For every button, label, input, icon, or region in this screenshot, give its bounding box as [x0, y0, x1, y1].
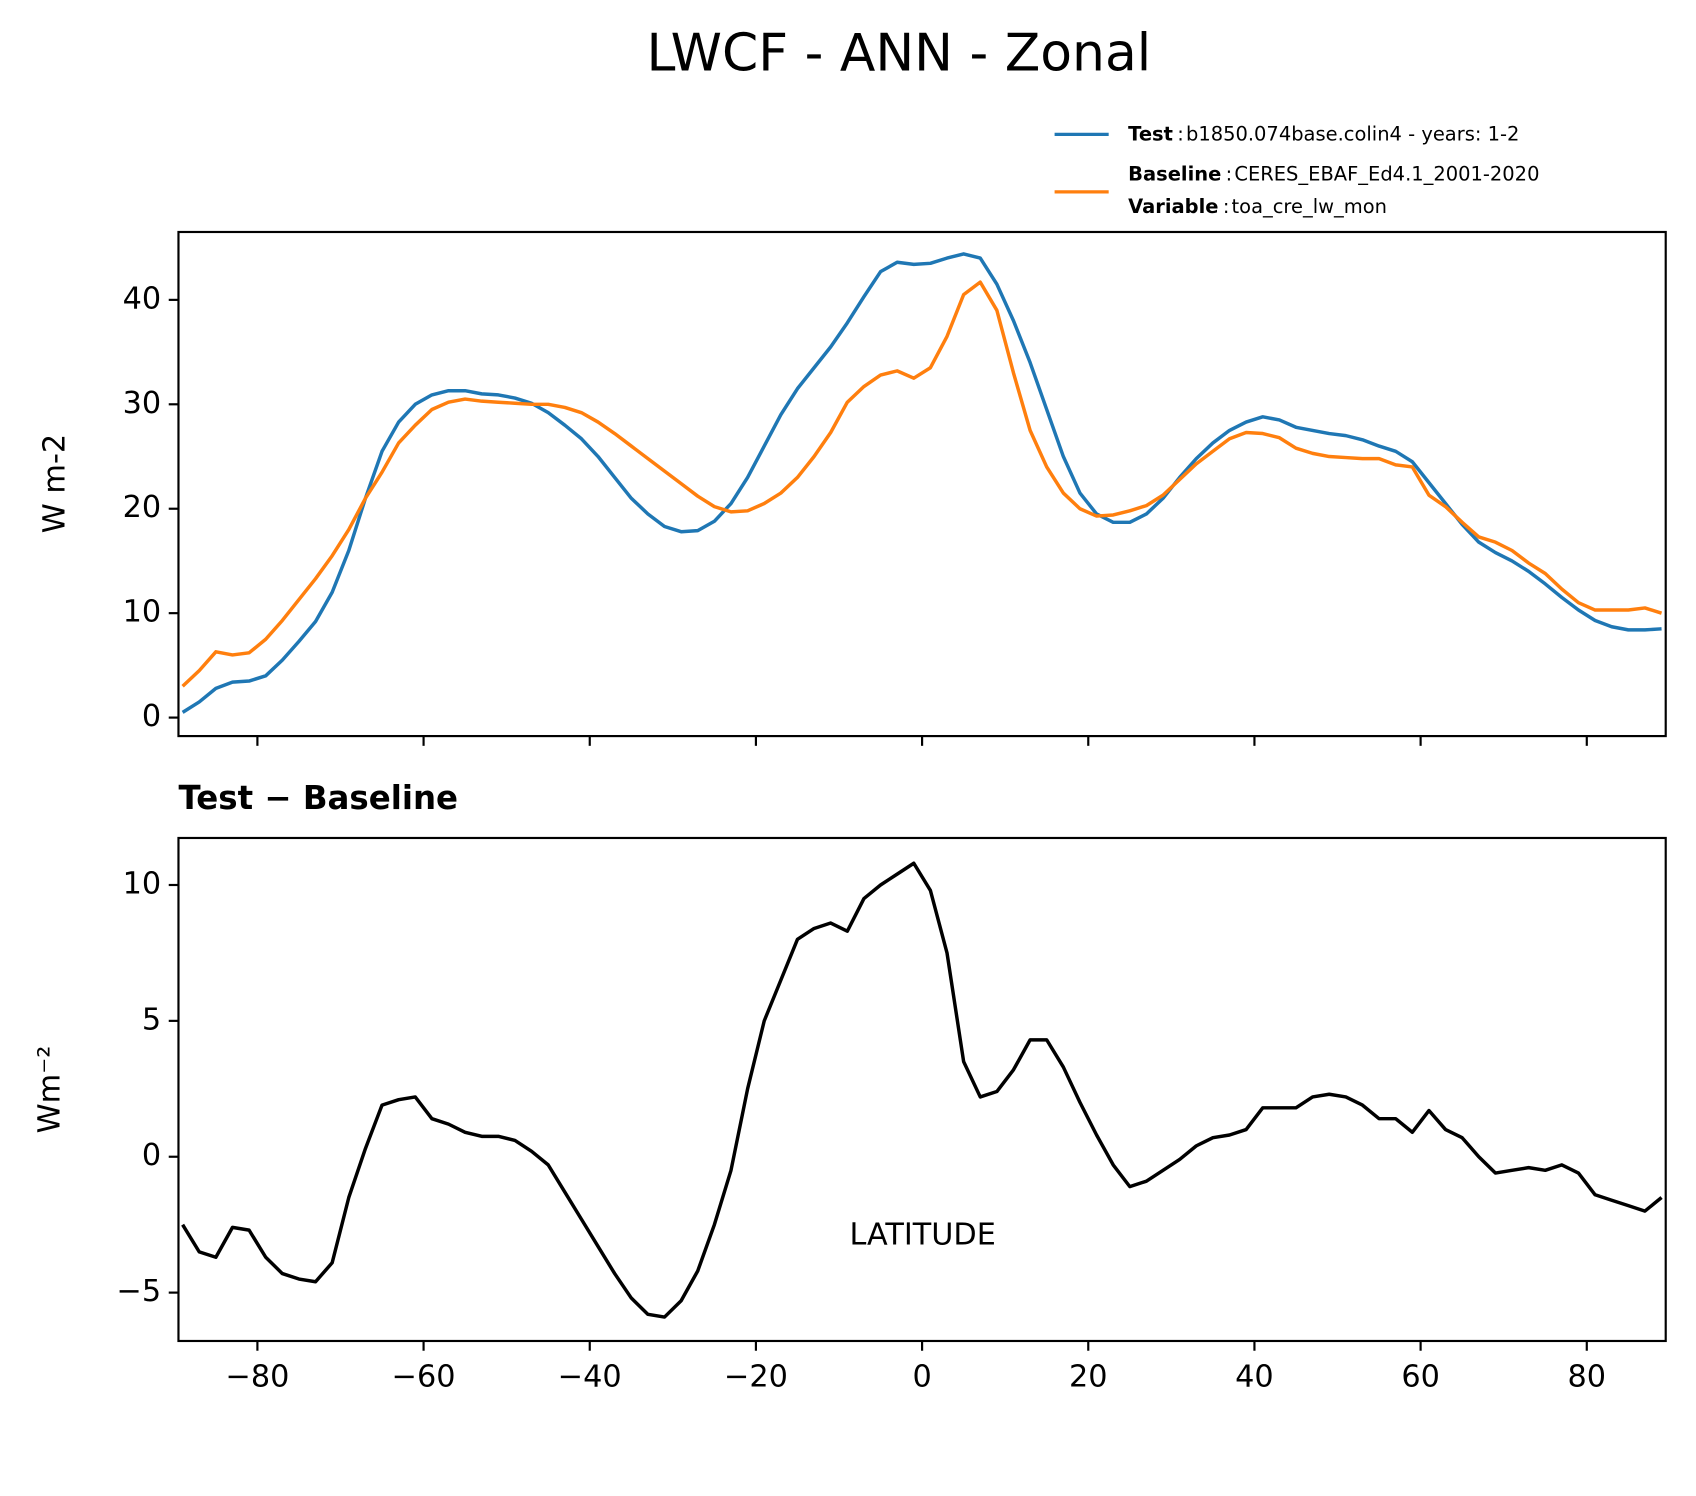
y-axis-label: Wm⁻²	[32, 1046, 67, 1134]
x-tick-label: 0	[912, 1359, 931, 1394]
y-axis-label: W m-2	[38, 434, 73, 533]
legend-name: Test	[1128, 122, 1173, 145]
legend-name: Baseline	[1128, 162, 1221, 185]
x-tick-label: −60	[392, 1359, 456, 1394]
y-tick-label: 10	[123, 866, 162, 901]
legend-name: Variable	[1128, 195, 1218, 218]
data-line	[181, 280, 1663, 688]
y-tick-label: 20	[123, 490, 162, 525]
y-tick-label: 30	[123, 386, 162, 421]
legend-label: b1850.074base.colin4 - years: 1-2	[1186, 122, 1519, 145]
y-tick-label: −5	[117, 1274, 162, 1309]
legend-separator: :	[1177, 122, 1184, 145]
x-tick-label: 60	[1401, 1359, 1440, 1394]
legend-separator: :	[1226, 162, 1233, 185]
x-axis-label: LATITUDE	[849, 1217, 995, 1252]
legend-separator: :	[1223, 195, 1230, 218]
figure-title: LWCF - ANN - Zonal	[646, 23, 1151, 83]
x-tick-label: −20	[724, 1359, 788, 1394]
legend-entry: Baseline: CERES_EBAF_Ed4.1_2001-2020	[1128, 162, 1539, 185]
x-tick-label: 40	[1235, 1359, 1274, 1394]
legend: Test: b1850.074base.colin4 - years: 1-2 B…	[1054, 122, 1539, 218]
axes-frame	[177, 836, 1667, 1343]
legend-label: CERES_EBAF_Ed4.1_2001-2020	[1234, 162, 1539, 185]
x-tick-label: 80	[1568, 1359, 1607, 1394]
y-tick-label: 40	[123, 281, 162, 316]
data-line	[181, 861, 1663, 1319]
data-line	[181, 252, 1662, 714]
panel-title: Test − Baseline	[178, 779, 458, 817]
legend-label: toa_cre_lw_mon	[1232, 195, 1387, 218]
y-tick-label: 5	[142, 1002, 161, 1037]
legend-entry: Variable: toa_cre_lw_mon	[1128, 195, 1387, 218]
legend-entry: Test: b1850.074base.colin4 - years: 1-2	[1128, 122, 1519, 145]
x-tick-label: −80	[225, 1359, 289, 1394]
x-tick-label: 20	[1069, 1359, 1108, 1394]
x-tick-label: −40	[558, 1359, 622, 1394]
y-tick-label: 0	[142, 1138, 161, 1173]
y-tick-label: 10	[123, 595, 162, 630]
y-tick-label: 0	[142, 699, 161, 734]
axes-frame	[177, 230, 1667, 738]
